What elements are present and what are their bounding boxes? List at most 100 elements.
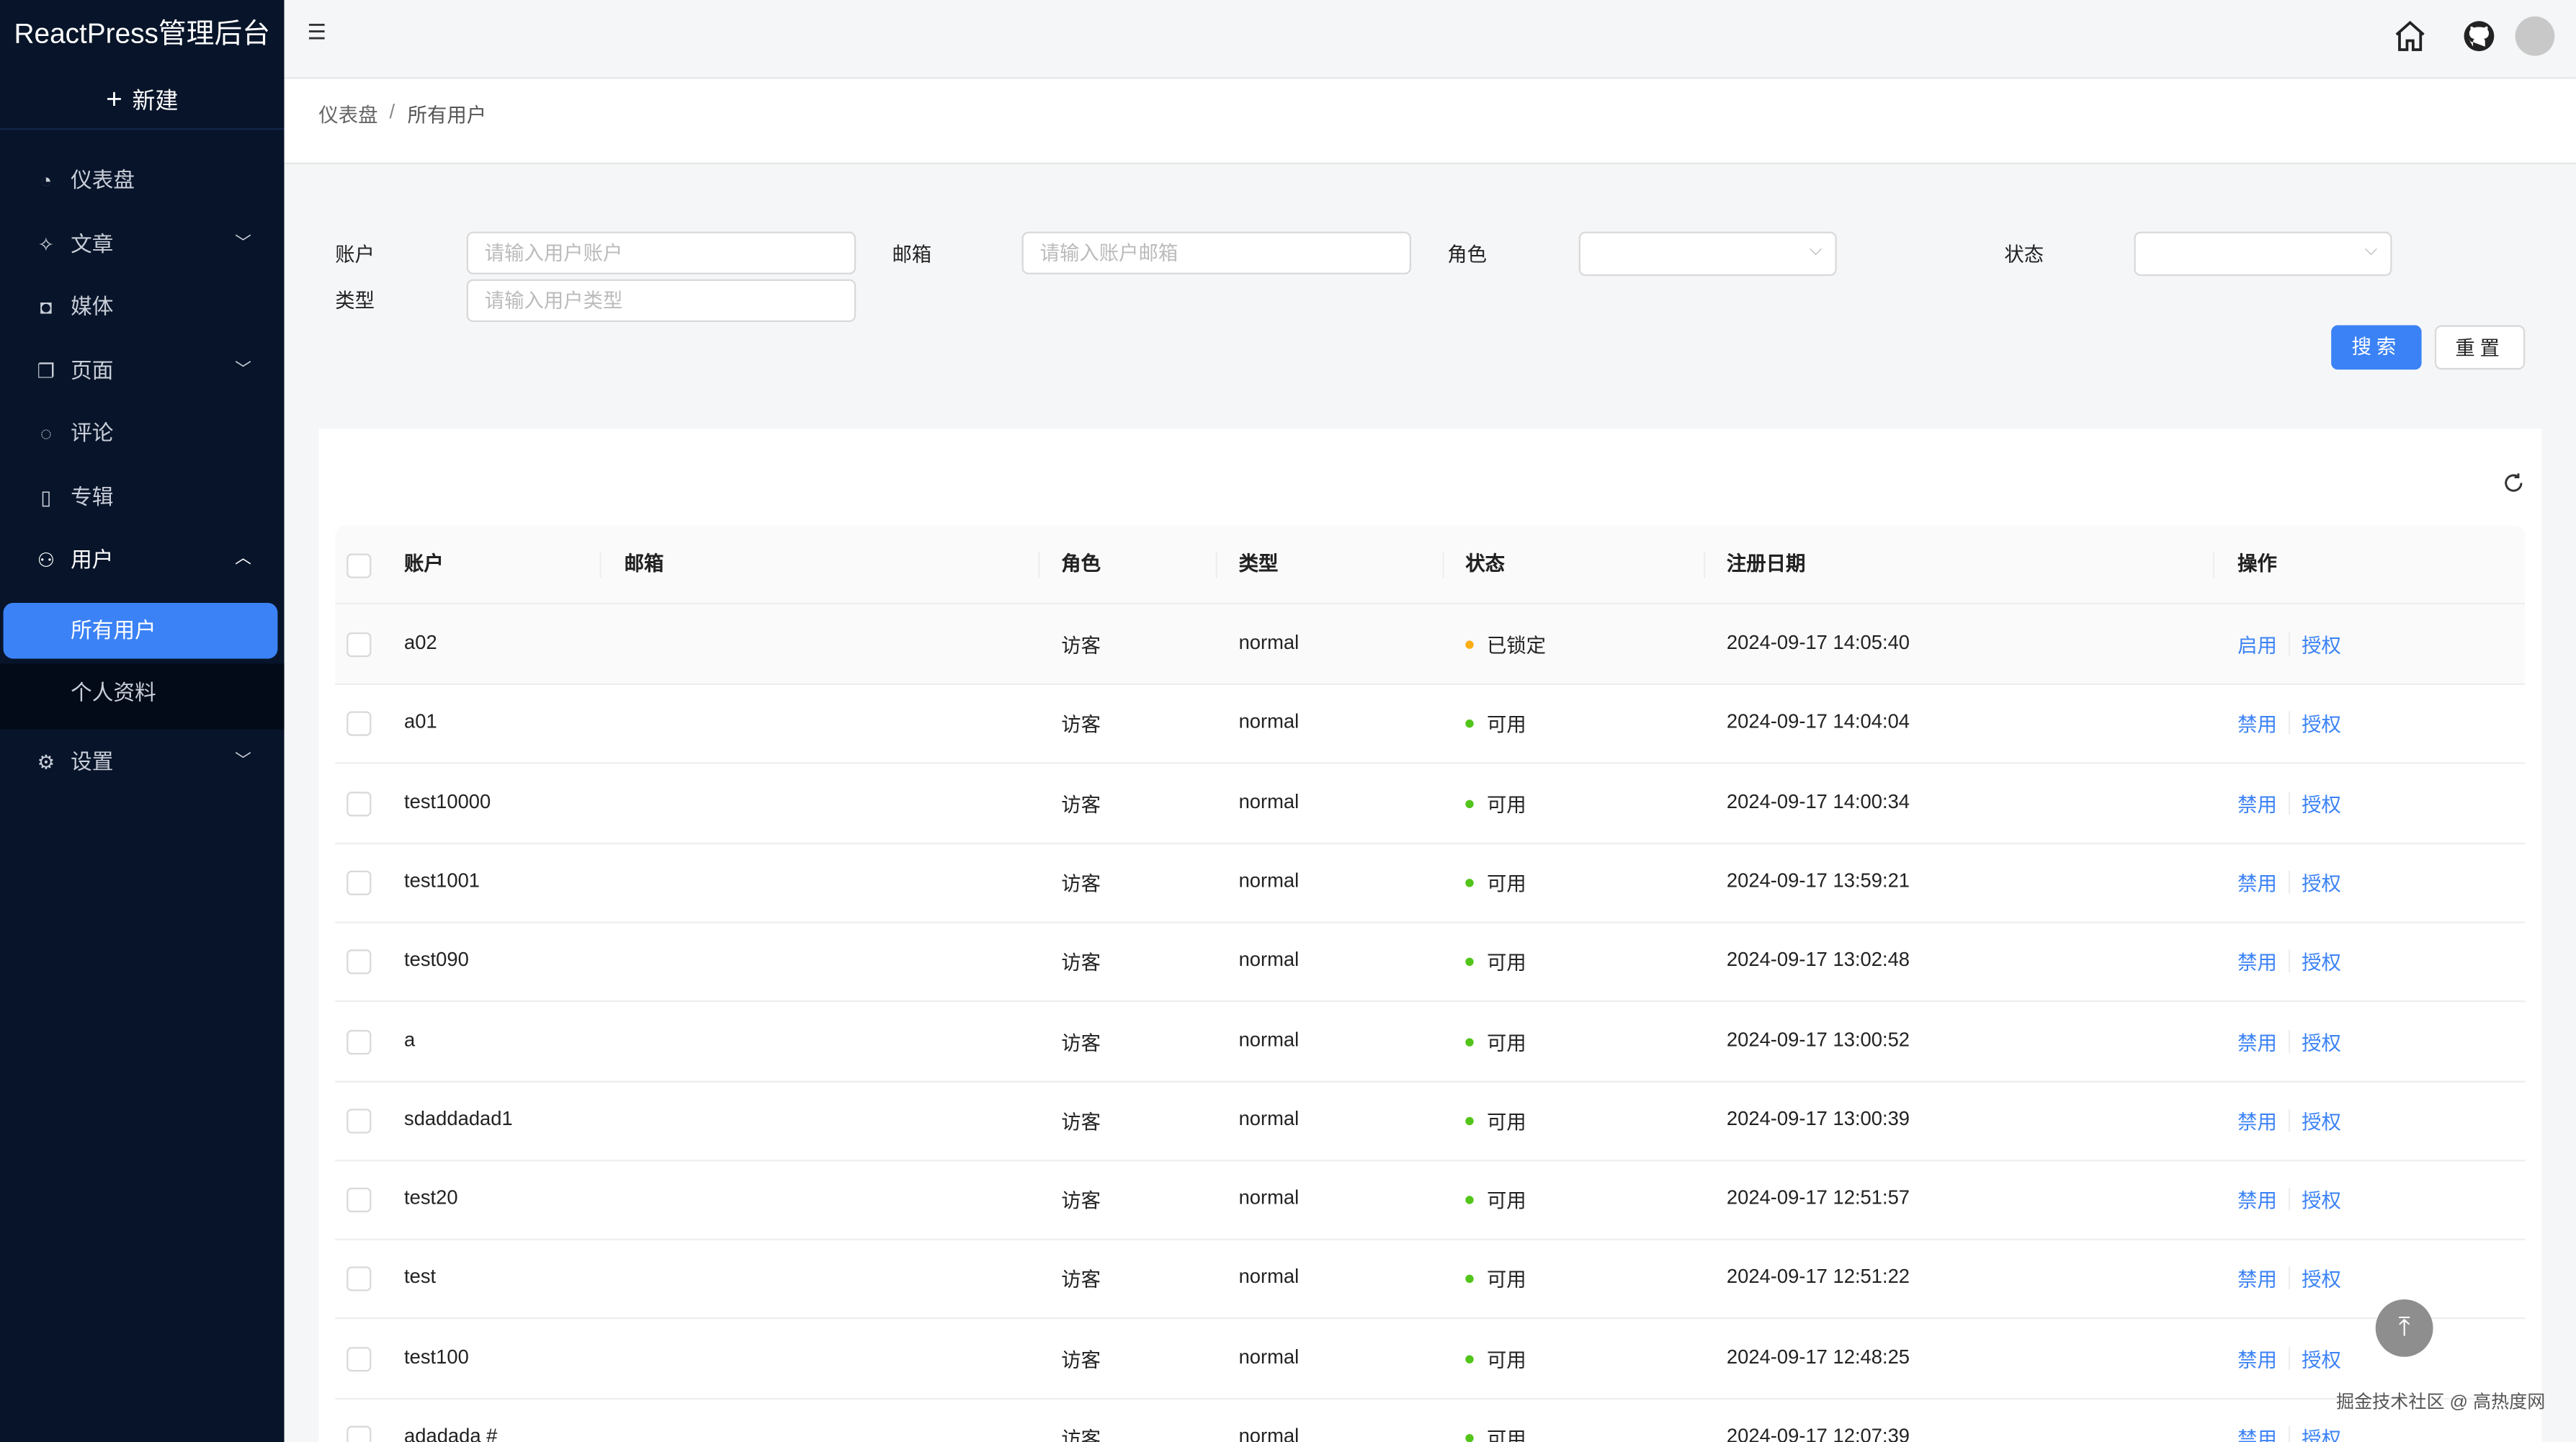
- date-cell: 2024-09-17 12:48:25: [1726, 1345, 1910, 1369]
- sidebar-item-label: 设置: [71, 748, 114, 774]
- column-header[interactable]: 状态: [1465, 552, 1506, 576]
- breadcrumb-dashboard[interactable]: 仪表盘: [318, 103, 378, 127]
- new-button-label: 新建: [132, 86, 179, 114]
- column-header[interactable]: 注册日期: [1726, 552, 1806, 576]
- table-row: [335, 1160, 2526, 1241]
- disable-link[interactable]: 禁用: [2237, 872, 2277, 895]
- row-checkbox[interactable]: [346, 791, 372, 816]
- date-cell: 2024-09-17 12:51:22: [1726, 1265, 1910, 1289]
- action-divider: [2288, 1267, 2291, 1291]
- sidebar-item-1[interactable]: ✧ 文章 ﹀: [0, 213, 285, 276]
- disable-link[interactable]: 禁用: [2237, 713, 2277, 737]
- reset-button[interactable]: 重置: [2434, 325, 2526, 370]
- action-divider: [2288, 1108, 2291, 1132]
- search-button[interactable]: 搜索: [2331, 325, 2422, 370]
- table-row: [335, 1080, 2526, 1161]
- account-cell: test10000: [404, 789, 491, 812]
- collapse-menu-icon[interactable]: ☰: [307, 19, 327, 45]
- enable-link[interactable]: 启用: [2237, 634, 2277, 658]
- date-cell: 2024-09-17 13:00:39: [1726, 1106, 1910, 1130]
- disable-link[interactable]: 禁用: [2237, 1348, 2277, 1371]
- authorize-link[interactable]: 授权: [2302, 951, 2341, 975]
- new-button[interactable]: + 新建: [0, 72, 285, 130]
- status-label: 状态: [2004, 243, 2044, 267]
- row-checkbox[interactable]: [346, 1029, 372, 1054]
- action-divider: [2288, 1029, 2291, 1052]
- action-divider: [2288, 870, 2291, 894]
- disable-link[interactable]: 禁用: [2237, 1189, 2277, 1213]
- row-checkbox[interactable]: [346, 870, 372, 895]
- row-checkbox[interactable]: [346, 1425, 372, 1442]
- authorize-link[interactable]: 授权: [2302, 1268, 2341, 1292]
- role-select[interactable]: ⌵: [1578, 231, 1837, 277]
- disable-link[interactable]: 禁用: [2237, 1268, 2277, 1292]
- plus-icon: +: [106, 84, 122, 115]
- status-cell: 可用: [1486, 1110, 1526, 1134]
- email-input[interactable]: 请输入账户邮箱: [1021, 231, 1412, 274]
- authorize-link[interactable]: 授权: [2302, 1427, 2341, 1442]
- column-header[interactable]: 邮箱: [624, 552, 664, 576]
- column-header[interactable]: 账户: [404, 552, 444, 576]
- back-to-top-button[interactable]: ⤒: [2375, 1299, 2433, 1357]
- home-icon[interactable]: [2392, 18, 2428, 54]
- row-checkbox[interactable]: [346, 1108, 372, 1134]
- sidebar-item-0[interactable]: ◔ 仪表盘: [0, 150, 285, 212]
- status-dot: [1465, 799, 1474, 808]
- sidebar-item-5[interactable]: ▯ 专辑: [0, 467, 285, 529]
- sidebar-item-3[interactable]: ❐ 页面 ﹀: [0, 340, 285, 403]
- status-dot: [1465, 1037, 1474, 1046]
- status-dot: [1465, 878, 1474, 887]
- account-label: 账户: [335, 243, 375, 267]
- authorize-link[interactable]: 授权: [2302, 792, 2341, 816]
- status-dot: [1465, 1354, 1474, 1363]
- row-checkbox[interactable]: [346, 1346, 372, 1371]
- authorize-link[interactable]: 授权: [2302, 1348, 2341, 1371]
- chevron-down-icon: ⌵: [2364, 241, 2378, 260]
- disable-link[interactable]: 禁用: [2237, 1427, 2277, 1442]
- column-header[interactable]: 操作: [2237, 552, 2277, 576]
- authorize-link[interactable]: 授权: [2302, 713, 2341, 737]
- authorize-link[interactable]: 授权: [2302, 872, 2341, 895]
- user-submenu: [0, 663, 285, 730]
- row-checkbox[interactable]: [346, 949, 372, 975]
- arrow-up-icon: ⤒: [2398, 1314, 2410, 1343]
- status-dot: [1465, 1275, 1474, 1284]
- status-dot: [1465, 958, 1474, 967]
- column-divider: [1442, 552, 1444, 578]
- sidebar-subitem-all-users[interactable]: 所有用户: [3, 602, 278, 659]
- table-header: [335, 525, 2526, 605]
- disable-link[interactable]: 禁用: [2237, 951, 2277, 975]
- account-input[interactable]: 请输入用户账户: [466, 231, 857, 274]
- column-header[interactable]: 角色: [1061, 552, 1101, 576]
- sidebar-item-4[interactable]: ◌ 评论: [0, 403, 285, 465]
- role-cell: 访客: [1061, 1110, 1101, 1134]
- authorize-link[interactable]: 授权: [2302, 1189, 2341, 1213]
- column-divider: [1038, 552, 1040, 578]
- account-cell: sdaddadad1: [404, 1106, 513, 1130]
- row-checkbox[interactable]: [346, 1267, 372, 1292]
- status-select[interactable]: ⌵: [2134, 231, 2392, 277]
- sidebar-item-7[interactable]: ⚙ 设置 ﹀: [0, 731, 285, 794]
- type-input[interactable]: 请输入用户类型: [466, 279, 857, 322]
- row-checkbox[interactable]: [346, 1188, 372, 1213]
- disable-link[interactable]: 禁用: [2237, 1110, 2277, 1134]
- column-header[interactable]: 类型: [1238, 552, 1279, 576]
- authorize-link[interactable]: 授权: [2302, 1110, 2341, 1134]
- sidebar-item-6[interactable]: ⚇ 用户 ︿: [0, 529, 285, 591]
- select-all-checkbox[interactable]: [346, 553, 372, 578]
- refresh-icon[interactable]: [2502, 472, 2525, 495]
- role-label: 角色: [1447, 243, 1487, 267]
- row-checkbox[interactable]: [346, 632, 372, 658]
- github-icon[interactable]: [2461, 18, 2497, 54]
- disable-link[interactable]: 禁用: [2237, 1031, 2277, 1054]
- authorize-link[interactable]: 授权: [2302, 634, 2341, 658]
- top-header: ☰: [284, 0, 2576, 79]
- avatar[interactable]: [2515, 16, 2555, 56]
- sidebar-subitem-profile[interactable]: 个人资料: [0, 662, 285, 725]
- authorize-link[interactable]: 授权: [2302, 1031, 2341, 1054]
- type-cell: normal: [1238, 709, 1300, 733]
- sidebar-item-2[interactable]: ◘ 媒体: [0, 276, 285, 339]
- row-checkbox[interactable]: [346, 712, 372, 737]
- disable-link[interactable]: 禁用: [2237, 792, 2277, 816]
